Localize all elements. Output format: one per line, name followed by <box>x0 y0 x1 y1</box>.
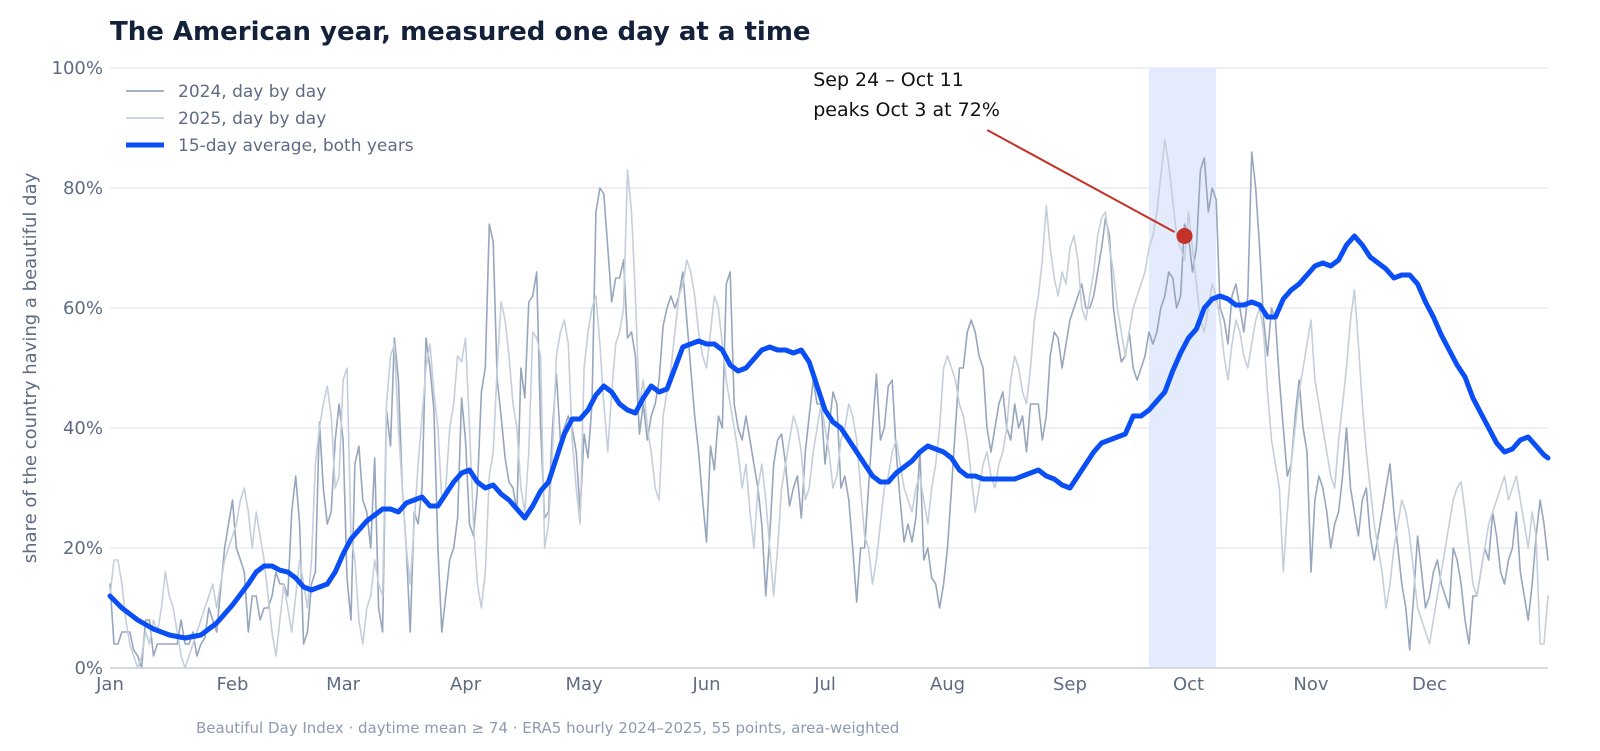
x-tick-label: Oct <box>1173 674 1204 695</box>
series-layer <box>107 139 1551 669</box>
x-tick-label: Mar <box>326 674 361 695</box>
annotation-arrow <box>986 129 1176 233</box>
x-tick-label: May <box>565 674 603 695</box>
y-tick-label: 20% <box>63 538 103 559</box>
legend-label: 2024, day by day <box>178 82 326 102</box>
annotation-line-range: Sep 24 – Oct 11 <box>813 69 964 91</box>
legend-label: 2025, day by day <box>178 109 326 129</box>
caption: Beautiful Day Index · daytime mean ≥ 74 … <box>196 719 899 737</box>
x-tick-label: Nov <box>1293 674 1328 695</box>
highlight-band <box>1148 68 1217 668</box>
x-tick-label: Jan <box>95 674 124 695</box>
series-line-1 <box>109 139 1549 669</box>
y-tick-label: 100% <box>52 58 103 79</box>
series-line-0 <box>109 151 1549 669</box>
x-tick-label: Jun <box>691 674 720 695</box>
annotation-line-peak: peaks Oct 3 at 72% <box>813 99 1000 121</box>
x-tick-label: Jul <box>813 674 836 695</box>
grid <box>110 67 1548 669</box>
y-tick-label: 0% <box>74 658 103 679</box>
annotation: Sep 24 – Oct 11 peaks Oct 3 at 72% <box>813 69 1000 121</box>
x-tick-label: Aug <box>930 674 965 695</box>
y-axis-ticks: 0% 20% 40% 60% 80% 100% <box>52 58 103 679</box>
y-tick-label: 60% <box>63 298 103 319</box>
peak-marker <box>1176 228 1193 244</box>
series-line-2 <box>107 233 1551 641</box>
x-tick-label: Dec <box>1412 674 1447 695</box>
legend: 2024, day by day 2025, day by day 15-day a… <box>126 82 414 156</box>
x-tick-label: Apr <box>450 674 482 695</box>
y-axis-label: share of the country having a beautiful … <box>20 172 41 563</box>
y-tick-label: 80% <box>63 178 103 199</box>
x-axis-ticks: Jan Feb Mar Apr May Jun Jul Aug Sep Oct Nov Dec <box>95 674 1447 695</box>
x-tick-label: Feb <box>217 674 249 695</box>
chart-title: The American year, measured one day at a… <box>110 17 811 47</box>
legend-label: 15-day average, both years <box>178 136 414 156</box>
y-tick-label: 40% <box>63 418 103 439</box>
x-tick-label: Sep <box>1053 674 1087 695</box>
